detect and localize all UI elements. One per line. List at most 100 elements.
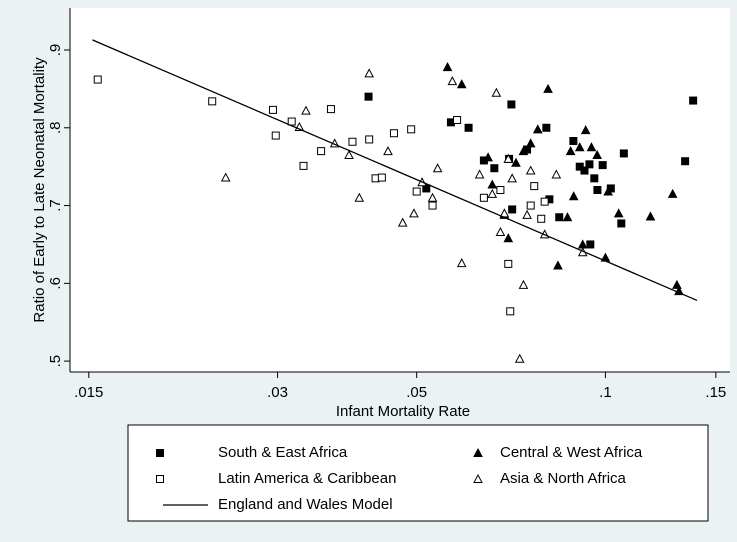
- plot-area: [70, 8, 730, 372]
- legend-label: South & East Africa: [218, 444, 348, 461]
- point: [432, 163, 443, 173]
- point: [506, 307, 515, 316]
- legend-label: England and Wales Model: [218, 496, 393, 513]
- point: [479, 193, 488, 202]
- point: [326, 105, 335, 114]
- point: [530, 182, 539, 191]
- y-tick-label: .5: [47, 355, 64, 368]
- x-tick-label: .15: [705, 384, 726, 401]
- x-tick-label: .03: [267, 384, 288, 401]
- legend: [127, 424, 709, 522]
- point: [220, 172, 231, 182]
- x-tick-label: .015: [74, 384, 103, 401]
- point: [586, 240, 595, 249]
- legend-symbol: [156, 475, 164, 483]
- point: [598, 161, 607, 170]
- point: [551, 169, 562, 179]
- point: [603, 186, 613, 196]
- point: [474, 169, 485, 179]
- point: [464, 123, 473, 132]
- x-tick-label: .05: [406, 384, 427, 401]
- point: [674, 286, 684, 296]
- point: [490, 164, 499, 173]
- point: [681, 157, 690, 166]
- point: [453, 116, 462, 124]
- x-tick-label: .1: [599, 384, 612, 401]
- point: [422, 184, 431, 193]
- point: [364, 68, 375, 78]
- point: [645, 211, 656, 221]
- point: [580, 125, 591, 135]
- point: [667, 188, 678, 198]
- point: [562, 212, 573, 222]
- point: [590, 174, 599, 183]
- point: [585, 160, 594, 169]
- point: [537, 214, 546, 223]
- point: [592, 149, 602, 159]
- legend-label: Latin America & Caribbean: [218, 470, 396, 487]
- point: [299, 161, 308, 170]
- point: [574, 142, 585, 152]
- point: [504, 259, 513, 268]
- point: [619, 149, 628, 158]
- point: [427, 192, 438, 202]
- legend-label: Central & West Africa: [500, 444, 643, 461]
- point: [447, 76, 458, 86]
- point: [503, 153, 514, 163]
- y-tick-label: .7: [47, 199, 64, 212]
- point: [456, 79, 467, 89]
- point: [93, 75, 102, 84]
- legend-symbol: [473, 447, 483, 457]
- point: [553, 260, 563, 270]
- legend-symbol: [156, 449, 164, 457]
- point: [348, 137, 357, 146]
- point: [525, 165, 536, 175]
- point: [344, 149, 354, 159]
- point: [542, 123, 551, 132]
- point: [354, 192, 365, 202]
- x-axis-title: Infant Mortality Rate: [336, 403, 470, 420]
- point: [507, 173, 517, 183]
- point: [383, 146, 393, 156]
- point: [301, 105, 311, 115]
- point: [514, 353, 525, 363]
- point: [483, 152, 493, 162]
- point: [508, 205, 517, 214]
- point: [503, 233, 514, 243]
- point: [407, 125, 416, 134]
- point: [555, 213, 564, 222]
- point: [569, 137, 578, 145]
- point: [377, 173, 386, 182]
- point: [364, 92, 373, 101]
- model-line: [92, 39, 698, 302]
- point: [593, 186, 602, 194]
- point: [491, 87, 502, 97]
- y-tick-label: .8: [47, 122, 64, 135]
- point: [689, 96, 698, 105]
- point: [496, 186, 505, 194]
- point: [617, 219, 626, 228]
- point: [487, 179, 498, 189]
- point: [526, 201, 535, 210]
- y-tick-label: .9: [47, 44, 64, 57]
- point: [540, 197, 549, 206]
- point: [428, 201, 437, 210]
- point: [397, 217, 408, 227]
- y-tick-label: .6: [47, 277, 64, 290]
- point: [487, 188, 498, 198]
- point: [456, 258, 467, 268]
- point: [586, 142, 597, 152]
- point: [525, 138, 536, 148]
- point: [442, 62, 453, 72]
- point: [532, 124, 543, 134]
- point: [507, 100, 516, 109]
- point: [287, 117, 296, 126]
- point: [389, 129, 398, 138]
- point: [613, 208, 624, 218]
- point: [317, 147, 326, 156]
- point: [495, 226, 506, 236]
- legend-symbol: [473, 473, 483, 483]
- point: [518, 146, 529, 156]
